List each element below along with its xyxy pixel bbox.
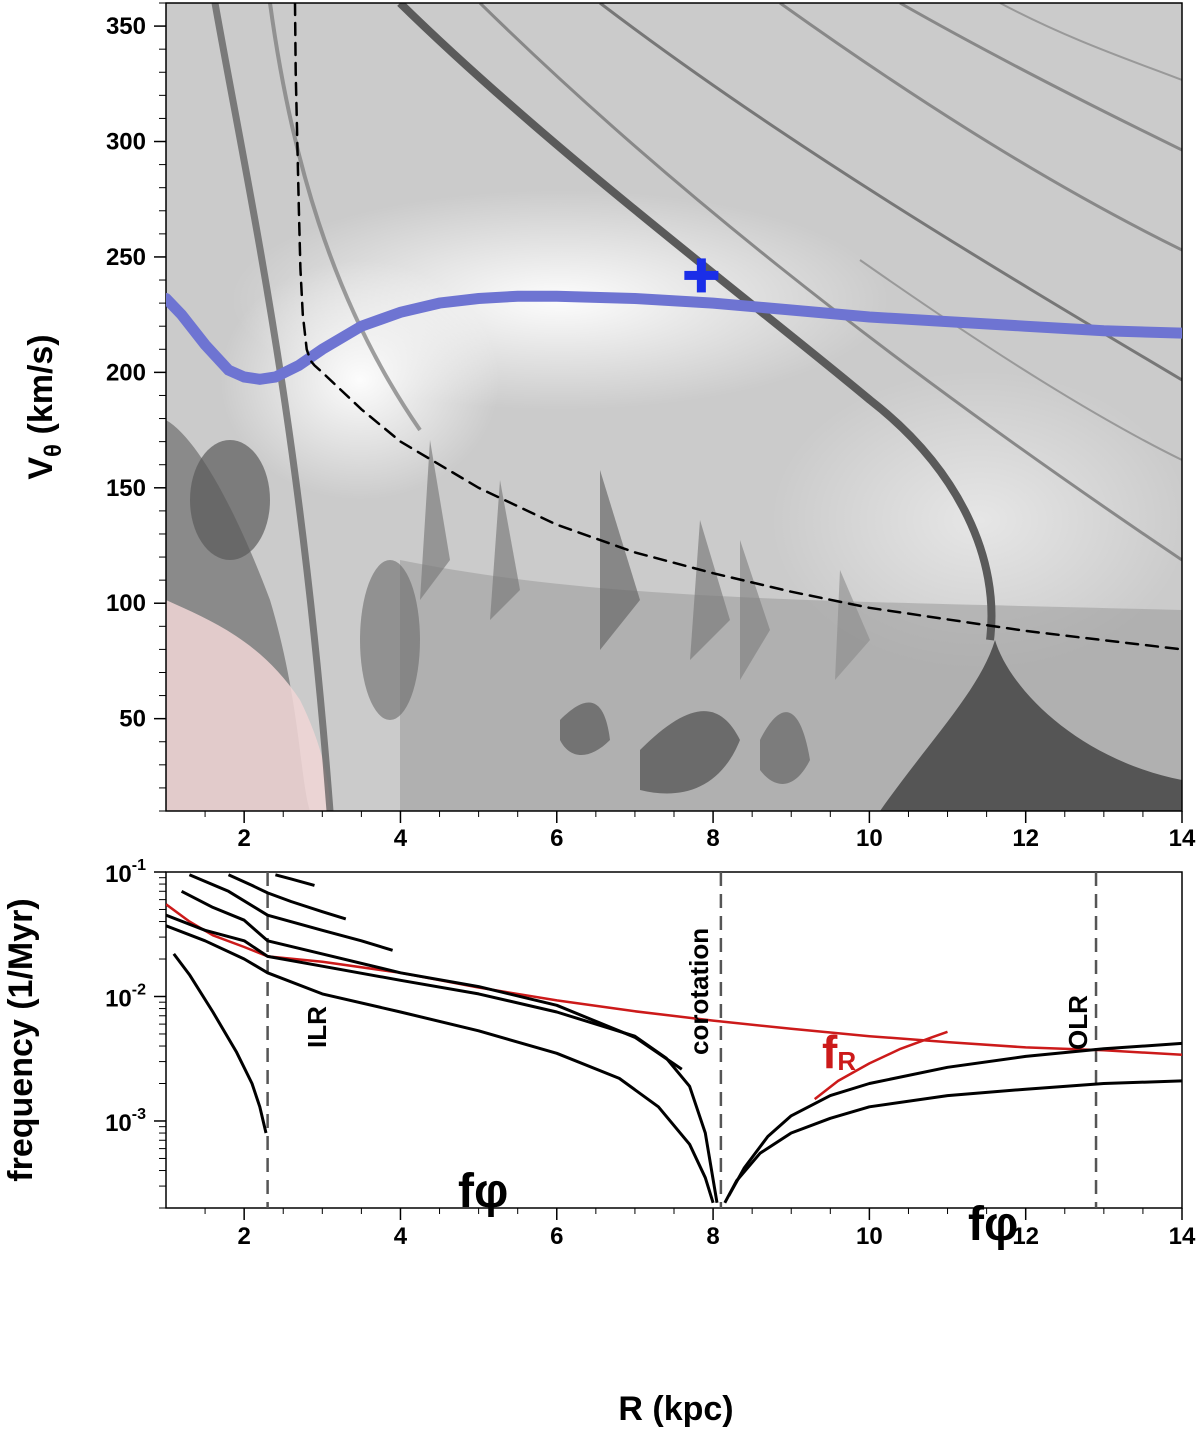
tick-base: 10 [105, 1110, 132, 1137]
top-x-tick-label: 2 [237, 825, 250, 852]
tick-base: 10 [105, 985, 132, 1012]
bottom-x-tick-label: 12 [1012, 1223, 1039, 1250]
f-phi-series-line [166, 913, 719, 1204]
heatmap-texture [166, 3, 1182, 811]
f-r-annotation: fR [822, 1026, 856, 1078]
bottom-series-layer [166, 873, 1182, 1204]
top-x-tick-label: 4 [394, 825, 408, 852]
ilr-label: ILR [302, 1006, 332, 1048]
bottom-y-tick-label: 10-1 [105, 857, 146, 888]
f-r-series-line [813, 1030, 948, 1101]
top-series-layer [166, 3, 1182, 651]
f-phi-series-line [723, 1079, 1182, 1204]
top-x-tick-label: 6 [550, 825, 563, 852]
f-phi-annotation-left: fφ [458, 1165, 508, 1218]
top-panel: 2 4 6 8 10 12 14 50 100 150 200 250 300 350 Vθ (km/s) [22, 2, 1196, 852]
f-phi-series-line [180, 889, 683, 1071]
marker-vbar [696, 258, 706, 293]
top-y-axis-label-rest: (km/s) [22, 334, 60, 444]
tick-exponent: -1 [132, 857, 146, 874]
bottom-vlines-layer [266, 872, 1098, 1208]
bottom-y-axis-label: frequency (1/Myr) [2, 898, 40, 1181]
f-phi-series-line [727, 1041, 1182, 1197]
top-y-tick-label: 50 [119, 706, 146, 733]
f-phi-series-line [227, 873, 347, 921]
top-y-tick-label: 300 [106, 129, 146, 156]
f-phi-series-line [166, 924, 715, 1204]
bottom-y-tick-label: 10-3 [105, 1106, 146, 1137]
top-y-axis-label-sub: θ [40, 444, 67, 457]
top-y-tick-label: 250 [106, 244, 146, 271]
rotation-curve-line [166, 290, 1182, 385]
f-phi-annotation-right: fφ [968, 1198, 1018, 1251]
top-marker-layer [684, 258, 719, 293]
f-phi-series-line [188, 873, 394, 952]
bottom-x-tick-label: 2 [237, 1223, 250, 1250]
top-y-tick-label: 200 [106, 359, 146, 386]
top-x-tick-label: 8 [706, 825, 719, 852]
dashed-boundary-line [293, 3, 1182, 651]
top-y-axis-label: Vθ (km/s) [22, 334, 67, 479]
bottom-x-tick-label: 14 [1169, 1223, 1196, 1250]
top-y-tick-label: 100 [106, 590, 146, 617]
olr-label: OLR [1063, 995, 1093, 1050]
f-r-series-line [166, 903, 1182, 1057]
f-r-annotation-sub: R [837, 1046, 856, 1076]
bottom-x-tick-label: 4 [394, 1223, 408, 1250]
f-r-annotation-main: f [822, 1026, 838, 1078]
corotation-label: corotation [684, 928, 714, 1055]
f-phi-series-line [172, 952, 268, 1134]
top-y-tick-label: 150 [106, 475, 146, 502]
bottom-y-tick-label: 10-2 [105, 981, 146, 1012]
bottom-x-tick-label: 10 [856, 1223, 883, 1250]
f-phi-series-line [275, 873, 315, 887]
top-ticks-layer: 2 4 6 8 10 12 14 50 100 150 200 250 300 350 [106, 2, 1196, 852]
bottom-x-axis-label: R (kpc) [618, 1390, 733, 1428]
top-x-tick-label: 10 [856, 825, 883, 852]
sun-position-marker [684, 258, 719, 293]
tick-exponent: -2 [132, 981, 146, 998]
top-y-tick-label: 350 [106, 13, 146, 40]
bottom-plot-frame [165, 871, 1183, 1209]
bottom-x-tick-label: 6 [550, 1223, 563, 1250]
tick-exponent: -3 [132, 1106, 146, 1123]
bottom-x-tick-label: 8 [706, 1223, 719, 1250]
top-x-tick-label: 12 [1012, 825, 1039, 852]
top-x-tick-label: 14 [1169, 825, 1196, 852]
tick-base: 10 [105, 861, 132, 888]
top-y-axis-label-main: V [22, 457, 60, 480]
